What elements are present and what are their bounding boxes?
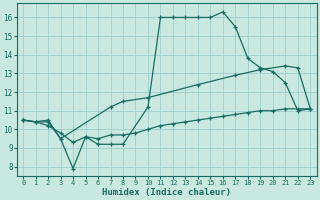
X-axis label: Humidex (Indice chaleur): Humidex (Indice chaleur) <box>102 188 231 197</box>
